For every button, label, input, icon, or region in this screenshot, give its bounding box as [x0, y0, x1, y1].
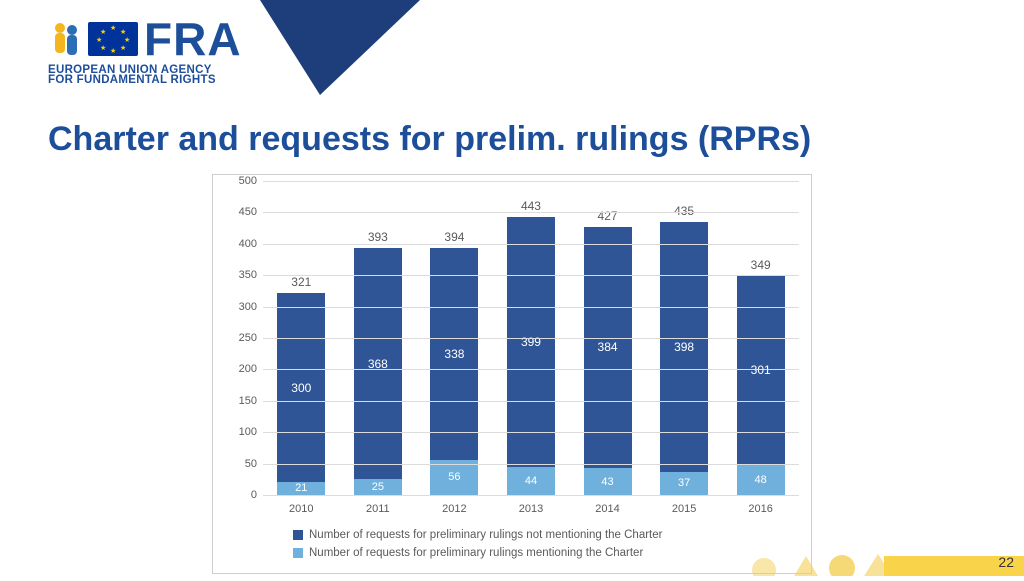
gridline — [263, 244, 799, 245]
bar-segment-mentioning: 37 — [660, 472, 708, 495]
gridline — [263, 369, 799, 370]
bar-segment-mentioning: 25 — [354, 479, 402, 495]
footer-decoration — [724, 546, 1024, 576]
eu-flag-icon: ★ ★ ★ ★ ★ ★ ★ ★ — [88, 22, 138, 56]
bar-total-label: 349 — [751, 258, 771, 272]
gridline — [263, 212, 799, 213]
bar-total-label: 394 — [444, 230, 464, 244]
gridline — [263, 495, 799, 496]
logo: ★ ★ ★ ★ ★ ★ ★ ★ FRA EUROPEAN UNION AGENC… — [48, 12, 242, 86]
header-wedge — [260, 0, 420, 95]
logo-subtitle-2: FOR FUNDAMENTAL RIGHTS — [48, 74, 242, 86]
y-tick-label: 350 — [221, 269, 257, 281]
bar-segment-not-mentioning: 398 — [660, 222, 708, 472]
gridline — [263, 181, 799, 182]
plot-area: 321 300 21 393 368 25 394 338 56 443 399 44 427 384 43… — [263, 181, 799, 495]
legend-label: Number of requests for preliminary rulin… — [309, 547, 643, 559]
y-tick-label: 250 — [221, 332, 257, 344]
bar-segment-not-mentioning: 300 — [277, 293, 325, 481]
bar-segment-label: 43 — [601, 476, 613, 488]
y-tick-label: 500 — [221, 175, 257, 187]
y-tick-label: 150 — [221, 395, 257, 407]
slide-title: Charter and requests for prelim. rulings… — [48, 120, 811, 159]
bar-segment-not-mentioning: 399 — [507, 217, 555, 468]
chart-container: 321 300 21 393 368 25 394 338 56 443 399 44 427 384 43… — [212, 174, 812, 574]
bar-segment-label: 37 — [678, 477, 690, 489]
legend-item-not-mentioning: Number of requests for preliminary rulin… — [293, 529, 662, 541]
y-tick-label: 0 — [221, 489, 257, 501]
bar-segment-mentioning: 56 — [430, 460, 478, 495]
bar-segment-not-mentioning: 368 — [354, 248, 402, 479]
y-tick-label: 300 — [221, 301, 257, 313]
gridline — [263, 432, 799, 433]
gridline — [263, 275, 799, 276]
bar-total-label: 321 — [291, 275, 311, 289]
bar-segment-label: 384 — [598, 340, 618, 354]
bar-total-label: 443 — [521, 199, 541, 213]
gridline — [263, 401, 799, 402]
x-tick-label: 2013 — [507, 503, 555, 515]
y-tick-label: 450 — [221, 206, 257, 218]
logo-people-icon — [48, 19, 84, 59]
legend: Number of requests for preliminary rulin… — [293, 529, 662, 565]
bar-segment-mentioning: 48 — [737, 465, 785, 495]
bar-segment-not-mentioning: 338 — [430, 248, 478, 460]
bar-total-label: 393 — [368, 230, 388, 244]
legend-label: Number of requests for preliminary rulin… — [309, 529, 662, 541]
y-tick-label: 100 — [221, 426, 257, 438]
x-tick-label: 2012 — [430, 503, 478, 515]
x-tick-label: 2015 — [660, 503, 708, 515]
bar-segment-mentioning: 43 — [584, 468, 632, 495]
legend-item-mentioning: Number of requests for preliminary rulin… — [293, 547, 662, 559]
gridline — [263, 464, 799, 465]
x-tick-label: 2014 — [584, 503, 632, 515]
x-tick-label: 2010 — [277, 503, 325, 515]
page-number: 22 — [998, 554, 1014, 570]
gridline — [263, 338, 799, 339]
bar-total-label: 435 — [674, 204, 694, 218]
y-tick-label: 400 — [221, 238, 257, 250]
bar-segment-label: 338 — [444, 347, 464, 361]
bar-segment-label: 25 — [372, 481, 384, 493]
gridline — [263, 307, 799, 308]
bar-segment-label: 398 — [674, 340, 694, 354]
logo-text: FRA — [144, 12, 242, 66]
bar-total-label: 427 — [598, 209, 618, 223]
y-tick-label: 200 — [221, 363, 257, 375]
bar-segment-mentioning: 44 — [507, 467, 555, 495]
bar-segment-label: 44 — [525, 475, 537, 487]
x-tick-label: 2016 — [737, 503, 785, 515]
y-tick-label: 50 — [221, 458, 257, 470]
bar-segment-mentioning: 21 — [277, 482, 325, 495]
x-tick-label: 2011 — [354, 503, 402, 515]
bar-segment-label: 56 — [448, 471, 460, 483]
bar-segment-label: 300 — [291, 381, 311, 395]
bar-segment-label: 48 — [755, 474, 767, 486]
bar-segment-label: 21 — [295, 482, 307, 494]
